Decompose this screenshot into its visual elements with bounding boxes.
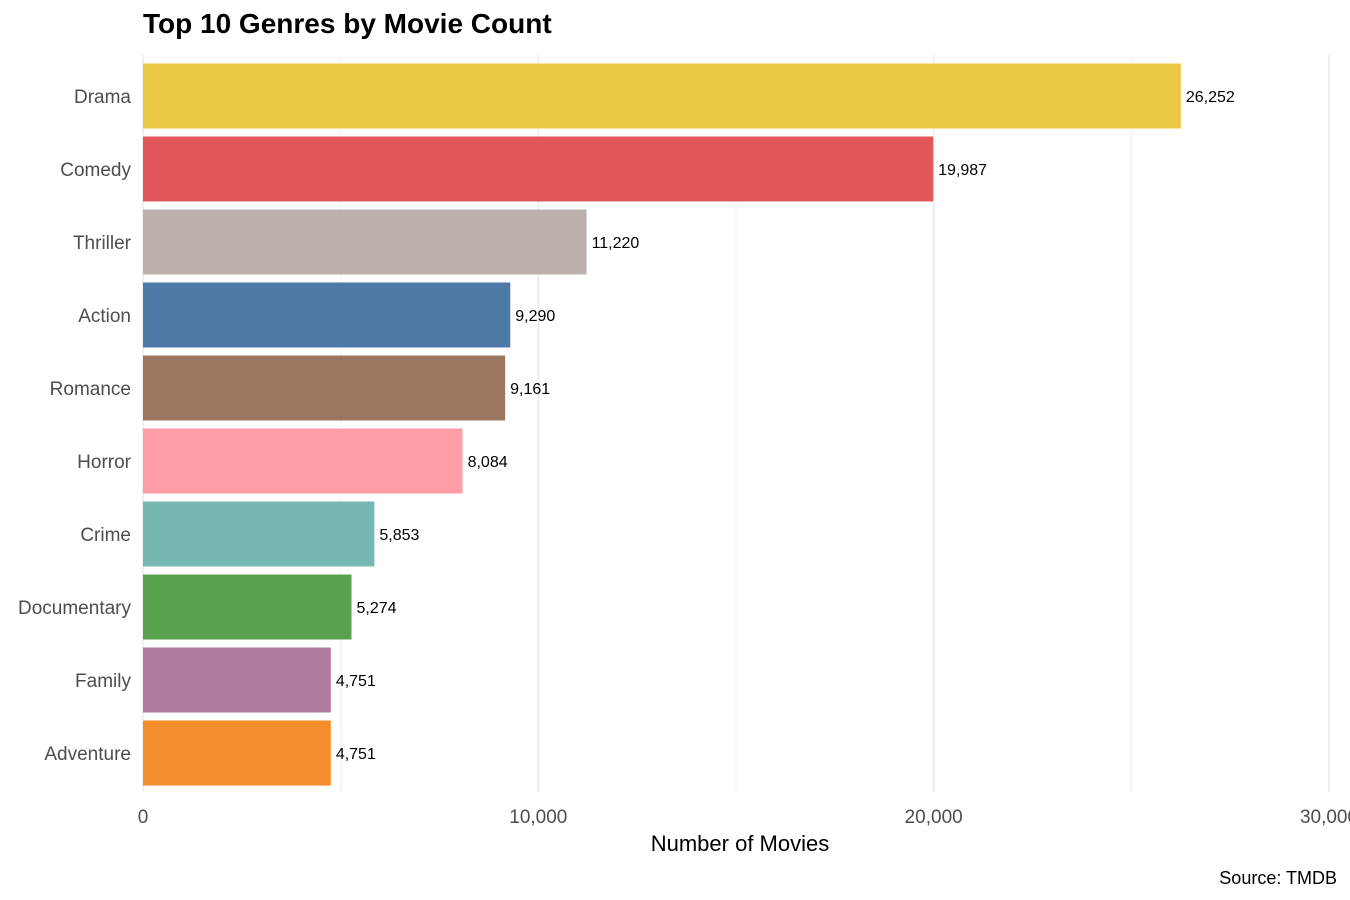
data-label: 5,853 [379,527,419,544]
x-tick-label: 10,000 [509,807,567,828]
category-label: Romance [50,379,131,400]
data-label: 8,084 [468,454,508,471]
category-labels: Drama Comedy Thriller Action Romance Horror Cr… [18,87,132,765]
bar-crime [143,501,375,567]
bar-action [143,282,511,348]
bar-horror [143,428,463,494]
data-label: 5,274 [356,600,396,617]
bar-adventure [143,720,331,786]
bars [143,63,1181,786]
x-tick-label: 30,000 [1300,807,1350,828]
caption: Source: TMDB [1219,868,1337,888]
category-label: Action [78,306,131,327]
chart-title: Top 10 Genres by Movie Count [143,8,552,39]
x-tick-labels: 0 10,000 20,000 30,000 [138,807,1350,828]
x-tick-label: 0 [138,807,149,828]
category-label: Horror [77,452,132,473]
bar-comedy [143,136,934,202]
x-axis-title: Number of Movies [651,831,830,856]
data-label: 9,290 [515,308,555,325]
bar-thriller [143,209,587,275]
data-label: 9,161 [510,381,550,398]
bar-romance [143,355,506,421]
data-label: 4,751 [336,746,376,763]
category-label: Crime [80,525,131,546]
data-label: 11,220 [592,235,640,252]
category-label: Comedy [60,160,131,181]
bar-documentary [143,574,352,640]
category-label: Thriller [73,233,132,254]
category-label: Family [75,671,131,692]
bar-family [143,647,331,713]
data-label: 19,987 [938,162,987,179]
x-tick-label: 20,000 [905,807,963,828]
category-label: Drama [74,87,131,108]
category-label: Documentary [18,598,131,619]
data-label: 26,252 [1186,89,1235,106]
category-label: Adventure [44,744,131,765]
bar-drama [143,63,1181,129]
data-label: 4,751 [336,673,376,690]
data-labels: 26,252 19,987 11,220 9,290 9,161 8,084 5,853 5,… [336,89,1235,763]
